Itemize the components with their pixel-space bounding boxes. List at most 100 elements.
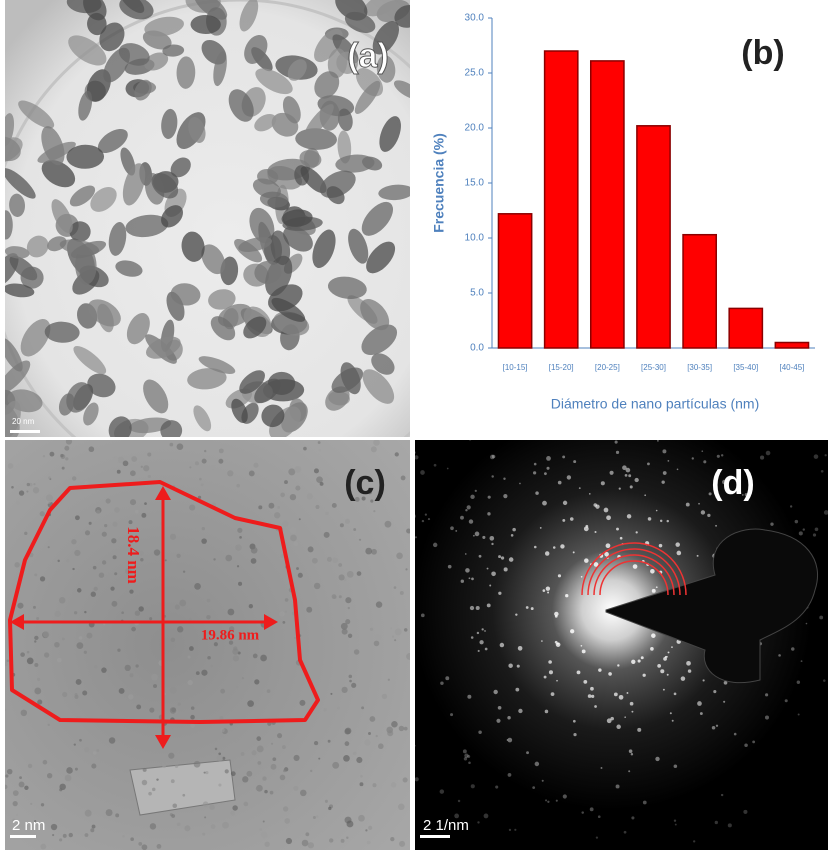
diffraction-spot bbox=[629, 485, 633, 489]
lattice-texture bbox=[274, 512, 281, 519]
x-tick-label: [25-30] bbox=[641, 363, 666, 372]
lattice-texture bbox=[318, 449, 321, 452]
diffraction-spot bbox=[507, 716, 511, 720]
panel-label: (b) bbox=[741, 34, 784, 72]
lattice-texture bbox=[341, 686, 348, 693]
lattice-texture bbox=[352, 751, 357, 756]
panel-a bbox=[5, 0, 410, 437]
diffraction-spot bbox=[450, 713, 454, 717]
lattice-texture bbox=[289, 527, 297, 534]
lattice-texture bbox=[400, 475, 406, 481]
diffraction-spot bbox=[508, 557, 514, 562]
diffraction-spot bbox=[608, 672, 612, 676]
beam-stop bbox=[605, 528, 819, 684]
diffraction-spot bbox=[707, 513, 711, 518]
lattice-texture bbox=[403, 726, 408, 731]
diffraction-spot bbox=[693, 840, 696, 843]
lattice-texture bbox=[262, 820, 265, 823]
nanoparticle bbox=[5, 283, 35, 298]
lattice-texture bbox=[47, 546, 50, 549]
lattice-texture bbox=[260, 831, 268, 839]
diffraction-spot bbox=[573, 460, 577, 464]
lattice-texture bbox=[64, 445, 70, 451]
nanoparticle bbox=[238, 237, 273, 252]
lattice-texture bbox=[406, 528, 410, 534]
diffraction-spot bbox=[491, 542, 494, 546]
diffraction-spot bbox=[698, 502, 700, 505]
lattice-texture bbox=[88, 521, 92, 525]
diffraction-spot bbox=[498, 591, 502, 595]
lattice-texture bbox=[236, 565, 240, 568]
lattice-texture bbox=[103, 623, 106, 626]
lattice-texture bbox=[148, 791, 152, 796]
lattice-texture bbox=[182, 793, 186, 797]
diffraction-spot bbox=[647, 517, 652, 521]
lattice-texture bbox=[216, 754, 224, 762]
lattice-texture bbox=[394, 639, 397, 642]
lattice-texture bbox=[347, 633, 353, 638]
lattice-texture bbox=[122, 460, 129, 467]
nanoparticle bbox=[255, 68, 293, 95]
diffraction-spot bbox=[544, 551, 550, 556]
nanoparticle bbox=[151, 173, 179, 199]
diffraction-spot bbox=[765, 450, 771, 456]
diffraction-spot bbox=[591, 694, 595, 698]
diffraction-spot bbox=[702, 376, 706, 380]
lattice-texture bbox=[214, 747, 218, 751]
lattice-texture bbox=[18, 781, 25, 788]
lattice-texture bbox=[48, 476, 51, 480]
diffraction-spot bbox=[623, 830, 627, 834]
lattice-texture bbox=[59, 838, 63, 842]
lattice-texture bbox=[277, 505, 281, 509]
lattice-texture bbox=[176, 553, 181, 558]
nanoparticle bbox=[331, 367, 363, 393]
diffraction-spot bbox=[541, 640, 543, 642]
diffraction-spot bbox=[554, 611, 559, 617]
lattice-texture bbox=[111, 600, 118, 607]
diffraction-spot bbox=[555, 642, 561, 647]
lattice-texture bbox=[306, 606, 313, 613]
diffraction-spot bbox=[470, 494, 475, 500]
lattice-texture bbox=[203, 771, 206, 774]
diffraction-spot bbox=[503, 477, 506, 480]
lattice-texture bbox=[17, 602, 24, 609]
lattice-texture bbox=[176, 443, 184, 451]
lattice-texture bbox=[331, 594, 337, 599]
diffraction-spot bbox=[555, 799, 558, 802]
nanoparticle bbox=[83, 402, 99, 426]
lattice-texture bbox=[378, 743, 384, 750]
lattice-texture bbox=[84, 833, 89, 838]
diffraction-spot bbox=[487, 495, 491, 499]
bar bbox=[728, 307, 764, 349]
diffraction-spot bbox=[562, 518, 566, 522]
lattice-texture bbox=[325, 511, 329, 516]
lattice-texture bbox=[88, 446, 95, 453]
scale-bar-label: 2 nm bbox=[12, 817, 45, 834]
diffraction-spot bbox=[515, 687, 520, 692]
lattice-texture bbox=[326, 556, 332, 562]
lattice-texture bbox=[26, 490, 29, 493]
lattice-texture bbox=[257, 764, 264, 770]
lattice-texture bbox=[138, 606, 144, 612]
lattice-texture bbox=[254, 679, 260, 685]
lattice-texture bbox=[201, 538, 207, 544]
nanoparticle bbox=[108, 221, 127, 256]
diffraction-spot bbox=[805, 622, 808, 625]
diffraction-spot bbox=[491, 454, 496, 459]
lattice-texture bbox=[91, 824, 96, 829]
diffraction-spot bbox=[478, 408, 482, 412]
lattice-texture bbox=[96, 749, 100, 752]
panel-label: (d) bbox=[711, 464, 754, 502]
lattice-texture bbox=[210, 824, 216, 829]
diffraction-spot bbox=[605, 543, 611, 549]
nanoparticle bbox=[69, 185, 96, 207]
diffraction-spot bbox=[557, 480, 562, 485]
lattice-texture bbox=[12, 790, 19, 796]
diffraction-spot bbox=[798, 531, 803, 536]
lattice-texture bbox=[323, 531, 330, 538]
diffraction-spot bbox=[533, 471, 537, 475]
lattice-texture bbox=[45, 494, 53, 502]
scale-bar bbox=[10, 430, 40, 433]
lattice-texture bbox=[250, 546, 258, 554]
lattice-texture bbox=[140, 558, 144, 562]
